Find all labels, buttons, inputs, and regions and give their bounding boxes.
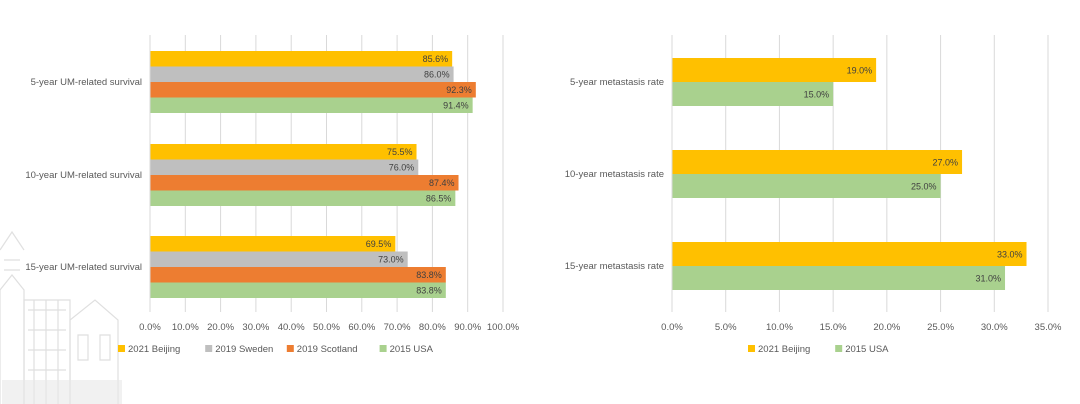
x-tick-label: 5.0% — [715, 322, 737, 333]
x-tick-label: 40.0% — [278, 322, 305, 333]
bar-2015-usa — [672, 82, 834, 106]
data-label: 33.0% — [997, 249, 1023, 259]
data-label: 83.8% — [416, 270, 442, 280]
x-tick-label: 25.0% — [927, 322, 954, 333]
legend-label: 2019 Scotland — [297, 344, 358, 355]
bar-2019-scotland — [150, 175, 459, 191]
data-label: 91.4% — [443, 101, 469, 111]
data-label: 83.8% — [416, 286, 442, 296]
data-label: 86.5% — [426, 194, 452, 204]
data-label: 86.0% — [424, 70, 450, 80]
x-tick-label: 70.0% — [384, 322, 411, 333]
data-label: 25.0% — [911, 181, 937, 191]
legend-label: 2015 USA — [390, 344, 434, 355]
x-tick-label: 0.0% — [661, 322, 683, 333]
x-tick-label: 80.0% — [419, 322, 446, 333]
data-label: 73.0% — [378, 255, 404, 265]
legend-swatch — [835, 345, 843, 352]
x-tick-label: 15.0% — [820, 322, 847, 333]
x-tick-label: 30.0% — [242, 322, 269, 333]
x-tick-label: 35.0% — [1035, 322, 1062, 333]
category-label: 5-year metastasis rate — [570, 77, 664, 88]
bar-2021-beijing — [150, 236, 396, 252]
legend-swatch — [379, 345, 387, 352]
bar-2019-sweden — [150, 251, 408, 267]
bar-2021-beijing — [672, 150, 963, 174]
data-label: 87.4% — [429, 178, 455, 188]
legend-label: 2019 Sweden — [215, 344, 273, 355]
legend-label: 2021 Beijing — [128, 344, 180, 355]
bar-2015-usa — [150, 190, 456, 206]
x-tick-label: 20.0% — [207, 322, 234, 333]
bar-2021-beijing — [672, 58, 877, 82]
category-label: 5-year UM-related survival — [31, 77, 142, 88]
bar-2021-beijing — [150, 144, 417, 160]
category-label: 15-year metastasis rate — [565, 261, 664, 272]
data-label: 85.6% — [423, 54, 449, 64]
data-label: 69.5% — [366, 239, 392, 249]
bar-2021-beijing — [672, 242, 1027, 266]
legend-label: 2015 USA — [845, 344, 889, 355]
data-label: 92.3% — [446, 85, 472, 95]
legend-swatch — [286, 345, 294, 352]
x-tick-label: 90.0% — [454, 322, 481, 333]
x-tick-label: 30.0% — [981, 322, 1008, 333]
data-label: 31.0% — [975, 273, 1001, 283]
legend-swatch — [205, 345, 213, 352]
legend-swatch — [748, 345, 755, 352]
bar-2019-scotland — [150, 267, 446, 283]
bar-2015-usa — [672, 174, 941, 198]
category-label: 10-year UM-related survival — [25, 170, 142, 181]
data-label: 75.5% — [387, 147, 413, 157]
x-tick-label: 100.0% — [487, 322, 520, 333]
data-label: 27.0% — [933, 157, 959, 167]
x-tick-label: 10.0% — [172, 322, 199, 333]
bar-2019-scotland — [150, 82, 476, 98]
legend-label: 2021 Beijing — [758, 344, 810, 355]
legend-swatch — [118, 345, 125, 352]
category-label: 10-year metastasis rate — [565, 169, 664, 180]
data-label: 19.0% — [847, 65, 873, 75]
x-tick-label: 20.0% — [873, 322, 900, 333]
x-tick-label: 10.0% — [766, 322, 793, 333]
data-label: 76.0% — [389, 163, 415, 173]
category-label: 15-year UM-related survival — [25, 262, 142, 273]
bar-2019-sweden — [150, 159, 419, 175]
bar-2019-sweden — [150, 66, 454, 82]
bar-2015-usa — [150, 282, 446, 298]
x-tick-label: 0.0% — [139, 322, 161, 333]
x-tick-label: 60.0% — [348, 322, 375, 333]
data-label: 15.0% — [804, 89, 830, 99]
bar-2021-beijing — [150, 51, 453, 67]
bar-2015-usa — [672, 266, 1006, 290]
x-tick-label: 50.0% — [313, 322, 340, 333]
bar-2015-usa — [150, 97, 473, 113]
